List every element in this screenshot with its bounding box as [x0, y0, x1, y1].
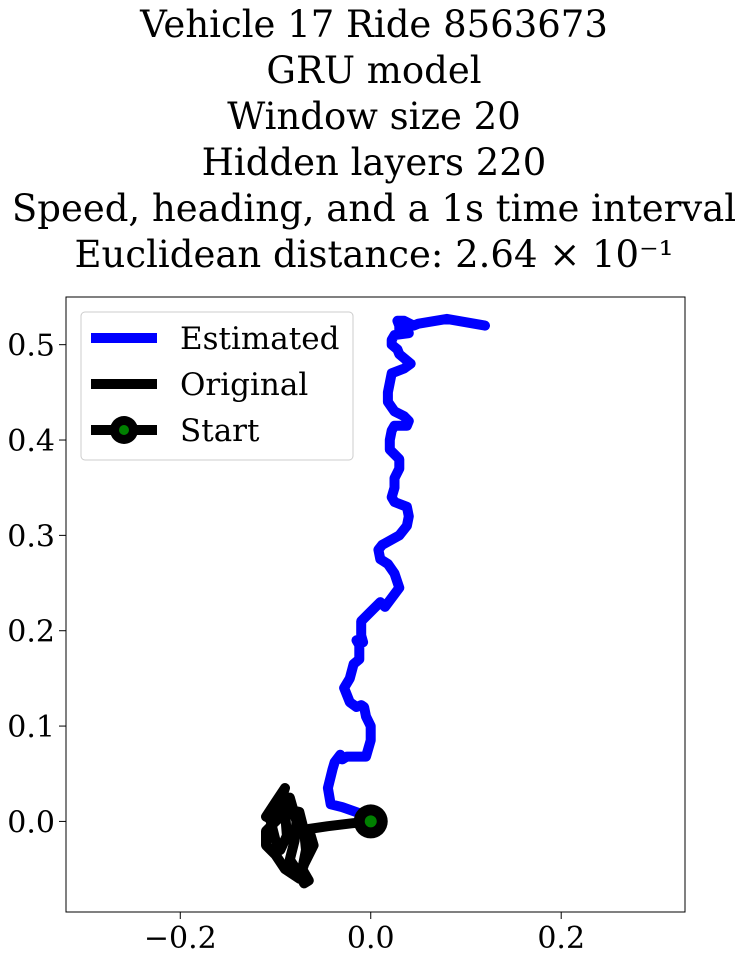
series-layer [261, 313, 490, 889]
title-line-5: Speed, heading, and a 1s time interval [11, 187, 737, 230]
legend-label-start: Start [180, 413, 260, 449]
title-line-4: Hidden layers 220 [201, 141, 547, 184]
y-tick-label: 0.3 [7, 519, 55, 554]
title-line-6: Euclidean distance: 2.64 × 10⁻¹ [74, 233, 674, 276]
legend: Estimated Original Start [80, 311, 354, 461]
plot-frame [65, 296, 686, 913]
y-tick-label: 0.2 [7, 615, 55, 650]
title-line-2: GRU model [266, 49, 482, 92]
legend-label-original: Original [180, 367, 308, 403]
legend-label-estimated: Estimated [180, 321, 339, 357]
x-tick-label: −0.2 [144, 921, 217, 956]
title-line-1: Vehicle 17 Ride 8563673 [140, 3, 608, 46]
x-tick-label: 0.0 [347, 921, 395, 956]
axes-layer: −0.2 0.0 0.2 0.0 0.1 0.2 0.3 0.4 0.5 [7, 329, 585, 956]
series-line-original [261, 783, 376, 889]
x-tick-label: 0.2 [537, 921, 585, 956]
start-marker-dot [364, 815, 377, 828]
chart-title: Vehicle 17 Ride 8563673 GRU model Window… [0, 2, 748, 278]
title-line-3: Window size 20 [227, 95, 521, 138]
legend-swatch-start-dot [119, 425, 129, 435]
y-tick-label: 0.1 [7, 710, 55, 745]
y-tick-label: 0.5 [7, 329, 55, 364]
series-line-estimated [322, 313, 490, 827]
y-tick-label: 0.0 [7, 805, 55, 840]
legend-box [80, 311, 354, 461]
y-tick-label: 0.4 [7, 424, 55, 459]
